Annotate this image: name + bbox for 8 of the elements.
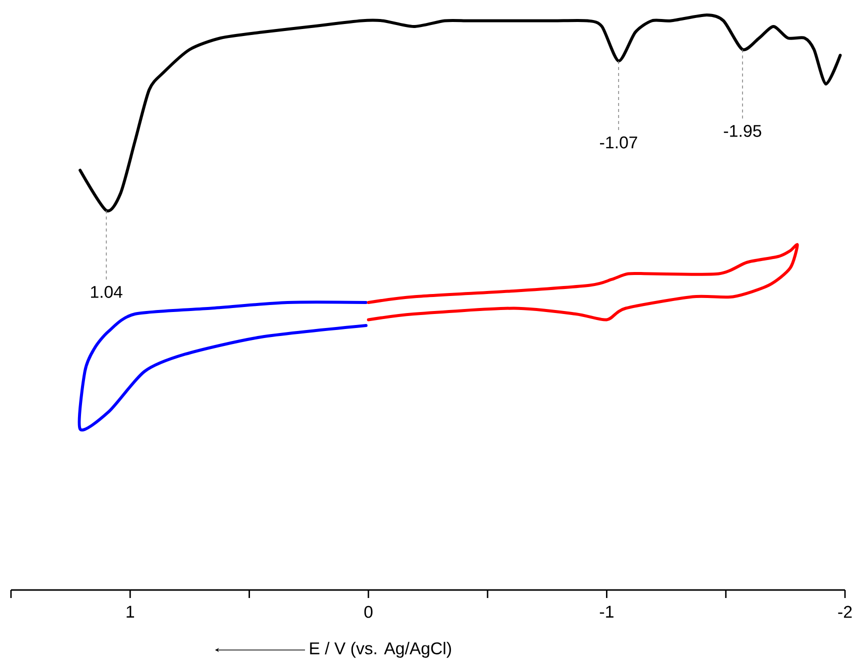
annotation: 1.04: [91, 286, 122, 298]
annotation: -1.95: [724, 124, 762, 137]
x-tick-label: 0: [364, 606, 372, 618]
x-tick-label: -1: [600, 606, 614, 618]
x-axis-title: E / V (vs. Ag/AgCl): [310, 642, 451, 658]
x-tick-label: -2: [838, 606, 852, 618]
x-tick-label: 1: [126, 606, 134, 618]
annotation: -1.07: [600, 136, 638, 148]
